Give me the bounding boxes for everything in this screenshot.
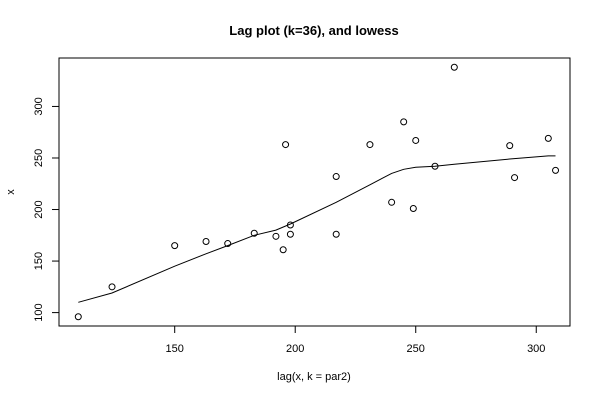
x-axis-label: lag(x, k = par2) <box>277 371 351 383</box>
y-tick-label: 200 <box>33 200 45 218</box>
data-point <box>171 242 179 250</box>
lowess-line <box>78 155 556 303</box>
data-point <box>202 237 210 245</box>
data-point <box>552 166 560 174</box>
data-point <box>332 173 340 181</box>
data-point <box>544 134 552 142</box>
data-point <box>412 136 420 144</box>
y-tick-label: 300 <box>33 97 45 115</box>
data-point <box>108 283 116 291</box>
data-point <box>272 232 280 240</box>
x-axis: 150 200 250 300 <box>166 325 545 355</box>
data-point <box>506 142 514 150</box>
data-point <box>250 229 258 237</box>
x-tick-label: 200 <box>286 343 304 355</box>
y-tick-label: 150 <box>33 252 45 270</box>
data-point <box>450 63 458 71</box>
chart-title: Lag plot (k=36), and lowess <box>229 23 398 38</box>
y-tick-label: 250 <box>33 149 45 167</box>
data-point <box>332 230 340 238</box>
data-point <box>286 230 294 238</box>
y-tick-label: 100 <box>33 303 45 321</box>
data-point <box>74 313 82 321</box>
x-tick-label: 250 <box>407 343 425 355</box>
data-point <box>224 240 232 248</box>
x-tick-label: 300 <box>527 343 545 355</box>
scatter-points <box>74 63 560 321</box>
data-point <box>282 141 290 149</box>
x-tick-label: 150 <box>166 343 184 355</box>
data-point <box>400 118 408 126</box>
data-point <box>366 141 374 149</box>
data-point <box>409 204 417 212</box>
y-axis: 100 150 200 250 300 <box>33 97 60 322</box>
data-point <box>511 174 519 182</box>
lowess-curve <box>78 155 556 303</box>
data-point <box>388 198 396 206</box>
y-axis-label: x <box>5 189 17 195</box>
data-point <box>279 246 287 254</box>
